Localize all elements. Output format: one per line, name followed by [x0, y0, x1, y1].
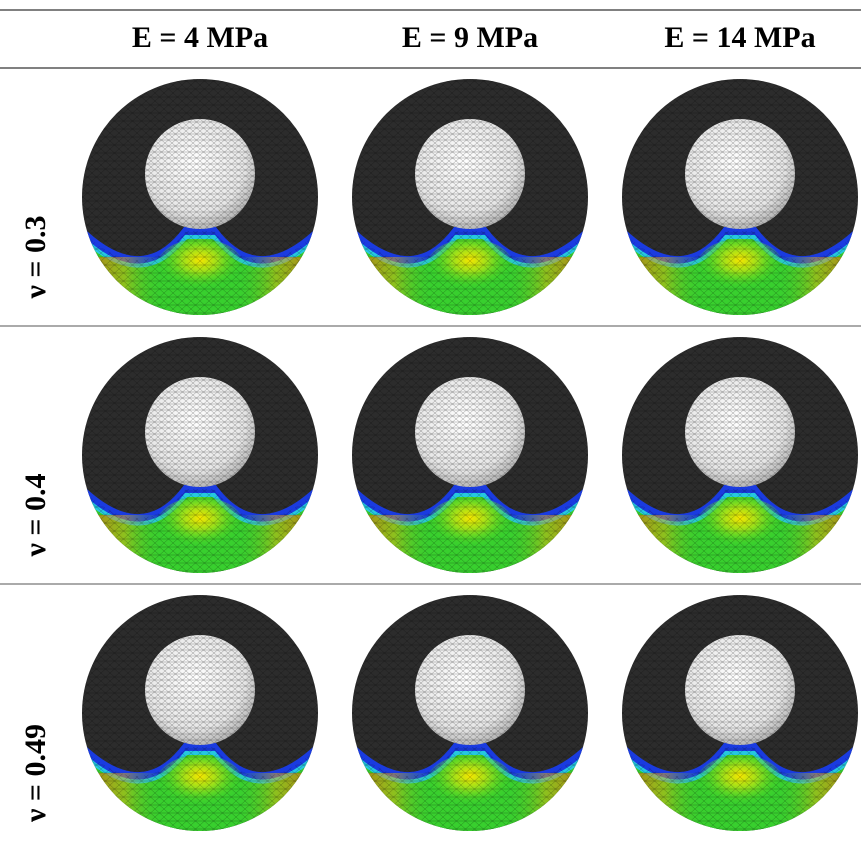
column-header: E = 9 MPa: [402, 21, 538, 54]
simulation-image: [615, 79, 861, 327]
simulation-image: [75, 337, 325, 585]
row-label: ν = 0.49: [19, 724, 52, 823]
simulation-image: [345, 79, 595, 327]
simulation-image: [615, 595, 861, 842]
simulation-image: [75, 595, 325, 842]
column-header: E = 4 MPa: [132, 21, 268, 54]
simulation-image: [345, 595, 595, 842]
row-label: ν = 0.4: [19, 474, 52, 558]
simulation-image: [345, 337, 595, 585]
column-header: E = 14 MPa: [664, 21, 815, 54]
simulation-image: [75, 79, 325, 327]
simulation-image: [615, 337, 861, 585]
row-label: ν = 0.3: [19, 216, 52, 300]
